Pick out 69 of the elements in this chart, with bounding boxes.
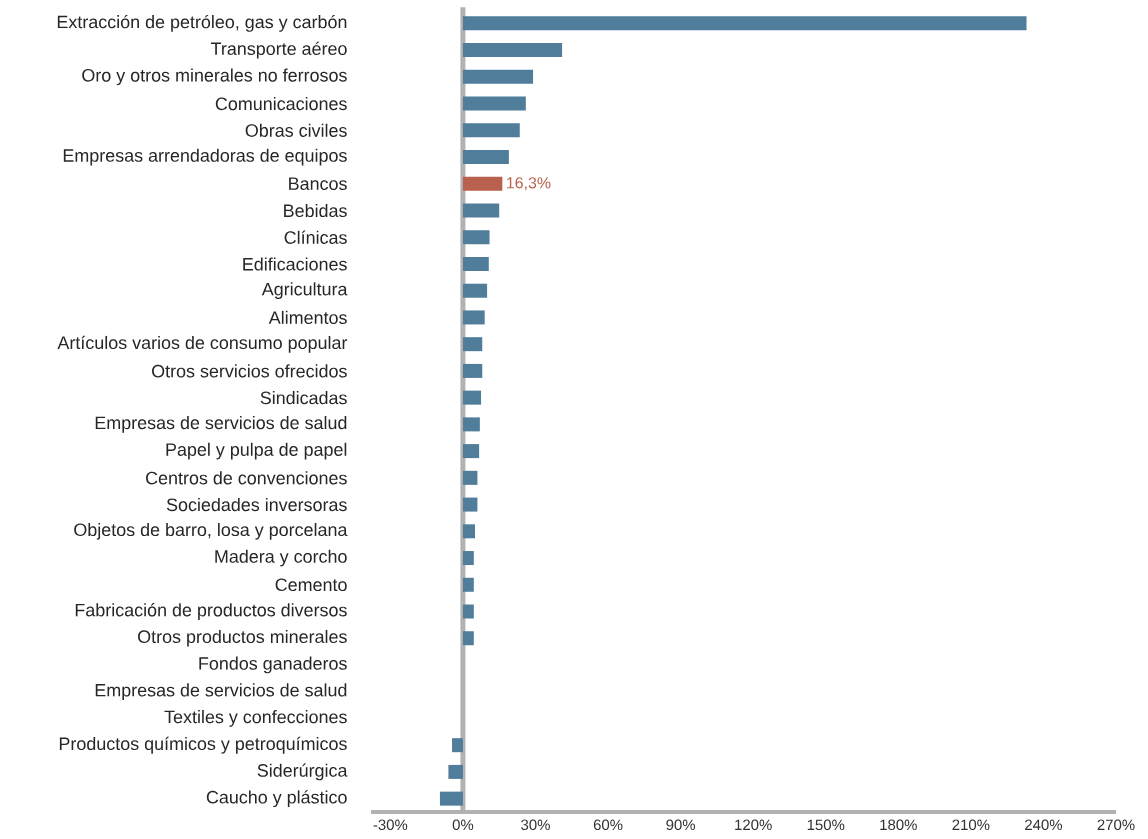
y-tick-label: Clínicas [284, 230, 347, 244]
y-tick-label: Agricultura [261, 282, 348, 300]
bar [462, 444, 480, 459]
x-tick-label: 90% [666, 819, 696, 831]
y-tick-label: Obras civiles [245, 123, 347, 137]
y-tick-label: Productos químicos y petroquímicos [59, 736, 347, 754]
y-tick-label: Sociedades inversoras [166, 497, 347, 512]
bar [462, 604, 474, 619]
bar [448, 764, 463, 779]
y-tick-label: Alimentos [268, 310, 347, 325]
bar [462, 256, 489, 271]
bar [462, 176, 503, 191]
bar [462, 470, 478, 485]
bar [462, 43, 563, 58]
bar [462, 203, 500, 218]
y-tick-label: Otros servicios ofrecidos [152, 364, 347, 378]
y-tick-label: Siderúrgica [257, 763, 348, 781]
y-tick-label: Empresas de servicios de salud [95, 416, 347, 433]
y-tick-label: Textiles y confecciones [164, 710, 347, 727]
bar [462, 363, 483, 378]
y-tick-label: Centros de convenciones [146, 471, 347, 485]
y-tick-label: Transporte aéreo [210, 41, 347, 59]
y-tick-label: Empresas arrendadoras de equipos [63, 148, 347, 166]
bar [462, 310, 485, 325]
y-tick-label: Objetos de barro, losa y porcelana [74, 522, 348, 540]
bar [462, 150, 509, 165]
y-tick-label: Empresas de servicios de salud [95, 683, 347, 701]
y-tick-label: Caucho y plástico [206, 790, 347, 808]
bar [462, 283, 488, 298]
y-tick-label: Fabricación de productos diversos [75, 603, 347, 620]
y-tick-label: Bebidas [284, 203, 347, 218]
bar [452, 738, 463, 753]
bar [439, 791, 463, 806]
x-tick-label: 30% [521, 819, 550, 831]
y-tick-label: Edificaciones [243, 257, 347, 271]
bar [462, 551, 474, 566]
x-tick-label: 270% [1097, 819, 1135, 831]
x-tick-label: 0% [452, 819, 474, 831]
y-tick-label: Artículos varios de consumo popular [57, 335, 348, 353]
bar [462, 524, 476, 539]
bar [462, 123, 520, 138]
y-tick-label: Comunicaciones [215, 96, 347, 111]
bar [462, 417, 480, 432]
y-tick-label: Fondos ganaderos [199, 656, 347, 674]
y-tick-label: Papel y pulpa de papel [166, 442, 347, 460]
y-tick-label: Sindicadas [260, 391, 347, 405]
x-tick-label: 60% [593, 819, 623, 831]
y-tick-label: Oro y otros minerales no ferrosos [82, 68, 347, 86]
y-tick-label: Extracción de petróleo, gas y carbón [57, 14, 347, 32]
bar [462, 577, 474, 592]
bar [462, 337, 483, 352]
bar [462, 390, 482, 405]
x-tick-label: 180% [880, 819, 917, 831]
y-tick-label: Bancos [289, 177, 347, 191]
bar [462, 631, 474, 646]
y-tick-label: Otros productos minerales [138, 629, 347, 647]
x-tick-label: -30% [373, 819, 408, 831]
data-label: 16,3% [507, 177, 551, 191]
bar [462, 16, 1027, 31]
x-tick-label: 210% [952, 819, 990, 831]
y-tick-label: Cemento [275, 578, 347, 592]
x-tick-label: 120% [735, 819, 772, 831]
x-tick-label: 150% [807, 819, 845, 831]
bar [462, 497, 478, 512]
y-tick-label: Madera y corcho [215, 549, 347, 567]
x-tick-label: 240% [1025, 819, 1063, 831]
bar [462, 69, 534, 84]
bar [462, 230, 490, 245]
bar [462, 96, 526, 111]
